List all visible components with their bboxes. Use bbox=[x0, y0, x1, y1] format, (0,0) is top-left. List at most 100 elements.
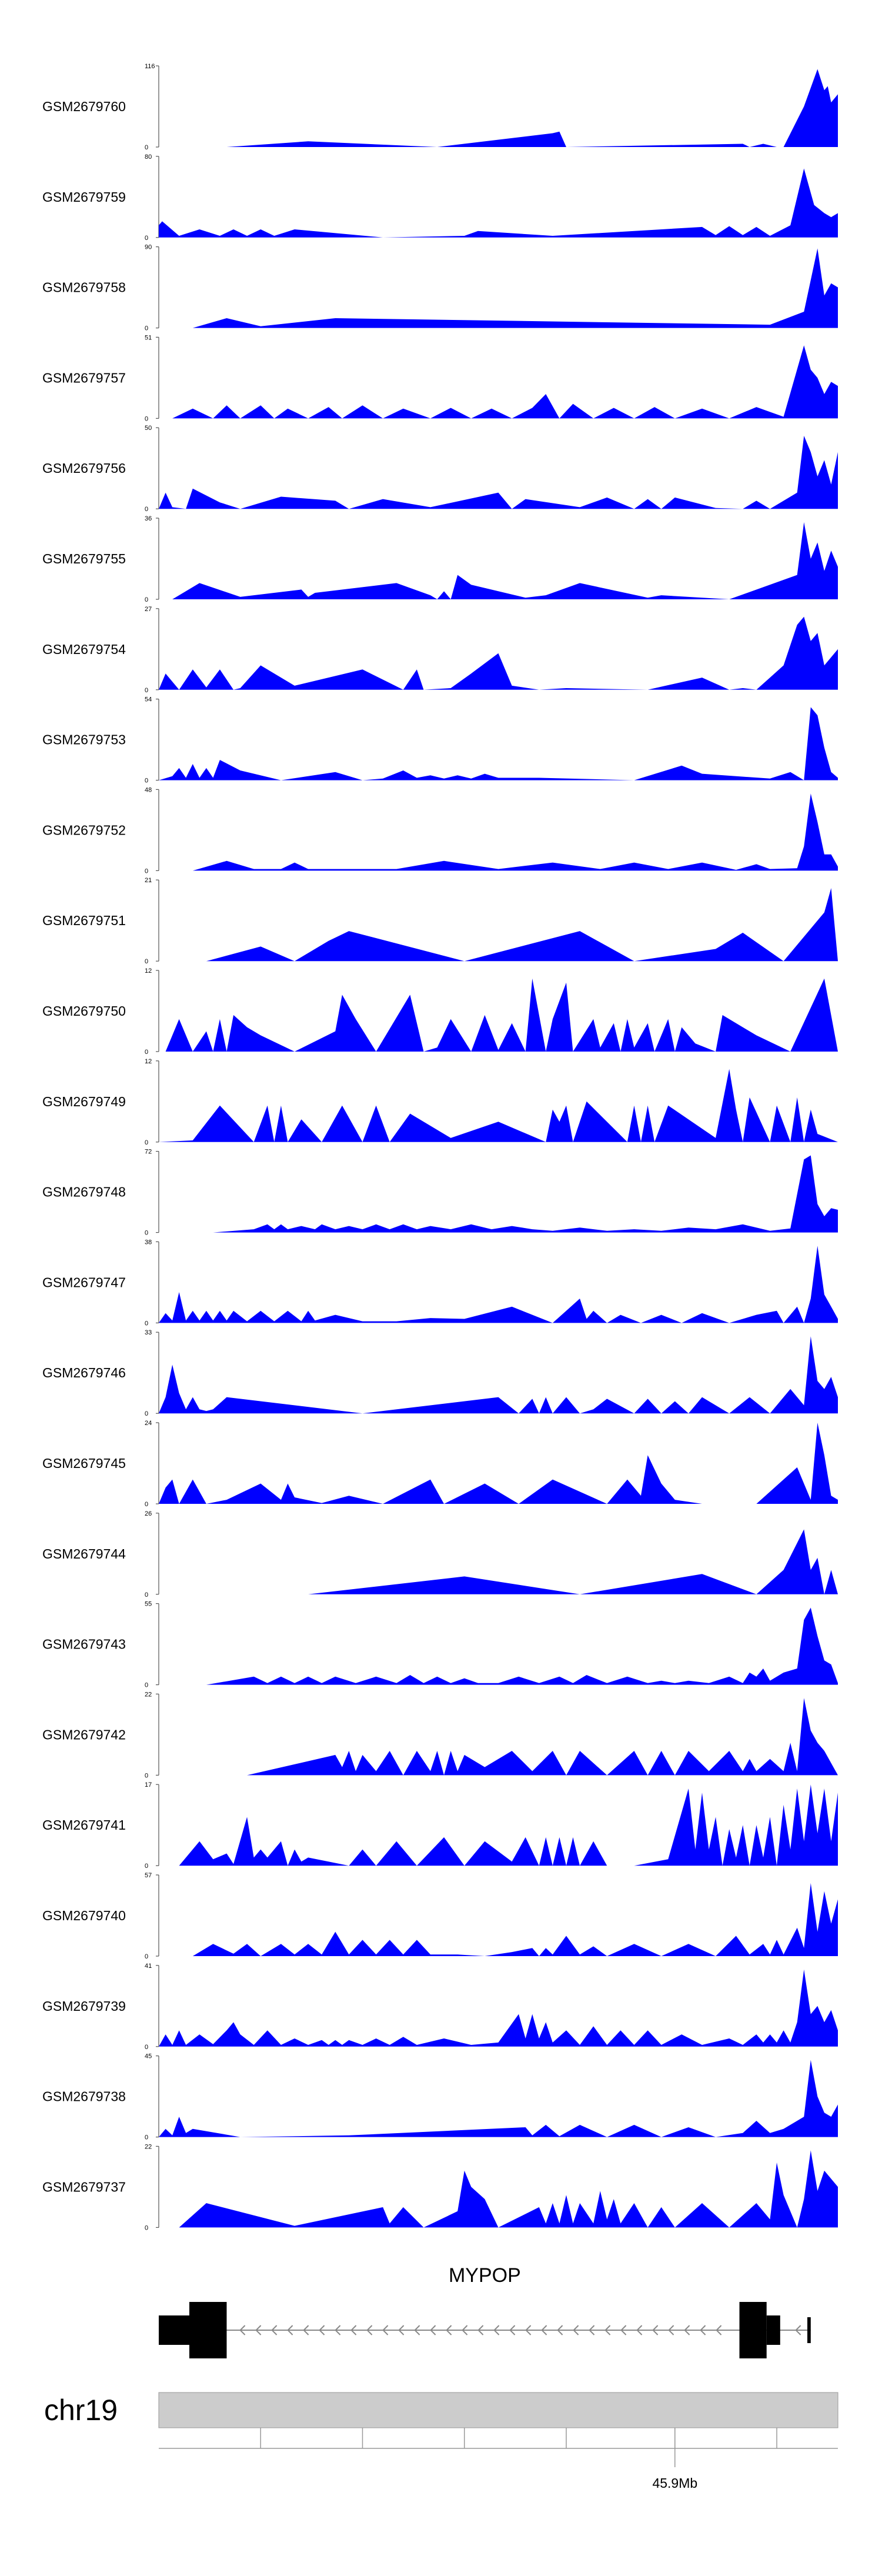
exon-block bbox=[739, 2302, 767, 2358]
sample-label: GSM2679746 bbox=[42, 1365, 126, 1380]
sample-label: GSM2679751 bbox=[42, 913, 126, 928]
y-min-label: 0 bbox=[145, 325, 148, 332]
y-max-label: 38 bbox=[145, 1239, 152, 1246]
y-max-label: 54 bbox=[145, 696, 152, 703]
strand-arrow bbox=[573, 2325, 579, 2335]
strand-arrow bbox=[668, 2325, 674, 2335]
y-max-label: 22 bbox=[145, 2143, 152, 2150]
y-min-label: 0 bbox=[145, 596, 148, 603]
y-min-label: 0 bbox=[145, 1049, 148, 1056]
strand-arrow bbox=[398, 2325, 405, 2335]
coverage-area bbox=[159, 69, 838, 147]
sample-label: GSM2679747 bbox=[42, 1274, 126, 1290]
coverage-area bbox=[159, 1336, 838, 1414]
y-min-label: 0 bbox=[145, 1863, 148, 1870]
coverage-area bbox=[159, 707, 838, 780]
sample-label: GSM2679743 bbox=[42, 1637, 126, 1652]
strand-arrow bbox=[557, 2325, 563, 2335]
y-min-label: 0 bbox=[145, 1772, 148, 1779]
y-min-label: 0 bbox=[145, 1410, 148, 1417]
y-max-label: 41 bbox=[145, 1963, 152, 1970]
y-min-label: 0 bbox=[145, 2044, 148, 2051]
y-max-label: 12 bbox=[145, 1058, 152, 1065]
strand-arrow bbox=[716, 2325, 722, 2335]
coverage-area bbox=[159, 1698, 838, 1776]
sample-label: GSM2679740 bbox=[42, 1908, 126, 1923]
sample-label: GSM2679737 bbox=[42, 2179, 126, 2194]
coverage-area bbox=[159, 168, 838, 238]
coverage-area bbox=[159, 345, 838, 419]
sample-label: GSM2679738 bbox=[42, 2089, 126, 2104]
sample-label: GSM2679739 bbox=[42, 1998, 126, 2014]
y-max-label: 21 bbox=[145, 877, 152, 884]
y-min-label: 0 bbox=[145, 958, 148, 965]
y-min-label: 0 bbox=[145, 778, 148, 785]
y-min-label: 0 bbox=[145, 2134, 148, 2141]
sample-label: GSM2679759 bbox=[42, 189, 126, 205]
strand-arrow bbox=[652, 2325, 659, 2335]
strand-arrow bbox=[239, 2325, 246, 2335]
y-max-label: 50 bbox=[145, 425, 152, 432]
strand-arrow bbox=[414, 2325, 420, 2335]
sample-label: GSM2679748 bbox=[42, 1184, 126, 1200]
coverage-area bbox=[159, 2060, 838, 2137]
sample-label: GSM2679744 bbox=[42, 1546, 126, 1561]
sample-label: GSM2679745 bbox=[42, 1456, 126, 1471]
strand-arrow bbox=[700, 2325, 706, 2335]
coverage-area bbox=[159, 1423, 838, 1504]
strand-arrow bbox=[604, 2325, 611, 2335]
strand-arrow bbox=[477, 2325, 484, 2335]
strand-arrow bbox=[366, 2325, 373, 2335]
sample-label: GSM2679752 bbox=[42, 822, 126, 837]
coverage-area bbox=[159, 1529, 838, 1594]
coverage-area bbox=[159, 522, 838, 599]
y-min-label: 0 bbox=[145, 687, 148, 694]
strand-arrow bbox=[303, 2325, 309, 2335]
y-min-label: 0 bbox=[145, 1501, 148, 1508]
strand-arrow bbox=[271, 2325, 278, 2335]
exon-block bbox=[766, 2315, 780, 2345]
strand-arrow bbox=[684, 2325, 690, 2335]
strand-arrow bbox=[541, 2325, 547, 2335]
y-min-label: 0 bbox=[145, 1953, 148, 1960]
strand-arrow bbox=[335, 2325, 341, 2335]
y-max-label: 80 bbox=[145, 154, 152, 161]
coverage-area bbox=[159, 616, 838, 690]
sample-label: GSM2679741 bbox=[42, 1817, 126, 1833]
sample-label: GSM2679749 bbox=[42, 1094, 126, 1109]
strand-arrow bbox=[287, 2325, 293, 2335]
coverage-area bbox=[159, 793, 838, 871]
y-min-label: 0 bbox=[145, 235, 148, 242]
gene-name-label: MYPOP bbox=[449, 2264, 521, 2287]
coverage-area bbox=[159, 436, 838, 509]
sample-label: GSM2679756 bbox=[42, 461, 126, 476]
y-min-label: 0 bbox=[145, 1230, 148, 1237]
coverage-area bbox=[159, 1155, 838, 1233]
y-max-label: 26 bbox=[145, 1510, 152, 1517]
exon-block bbox=[189, 2302, 227, 2358]
strand-arrow bbox=[255, 2325, 262, 2335]
y-max-label: 17 bbox=[145, 1781, 152, 1788]
sample-label: GSM2679742 bbox=[42, 1727, 126, 1742]
y-max-label: 51 bbox=[145, 334, 152, 341]
y-min-label: 0 bbox=[145, 1139, 148, 1146]
coverage-area bbox=[159, 1607, 838, 1685]
sample-label: GSM2679754 bbox=[42, 642, 126, 657]
y-max-label: 116 bbox=[145, 63, 155, 70]
coverage-area bbox=[159, 1883, 838, 1956]
strand-arrow bbox=[493, 2325, 500, 2335]
sample-label: GSM2679760 bbox=[42, 99, 126, 114]
sample-label: GSM2679750 bbox=[42, 1003, 126, 1019]
sample-label: GSM2679758 bbox=[42, 280, 126, 295]
y-min-label: 0 bbox=[145, 867, 148, 875]
y-min-label: 0 bbox=[145, 2224, 148, 2231]
coverage-area bbox=[159, 1069, 838, 1142]
coverage-area bbox=[159, 1246, 838, 1323]
position-label: 45.9Mb bbox=[652, 2475, 697, 2491]
coverage-area bbox=[159, 2150, 838, 2228]
y-max-label: 72 bbox=[145, 1149, 152, 1156]
strand-arrow bbox=[430, 2325, 436, 2335]
y-max-label: 22 bbox=[145, 1691, 152, 1698]
